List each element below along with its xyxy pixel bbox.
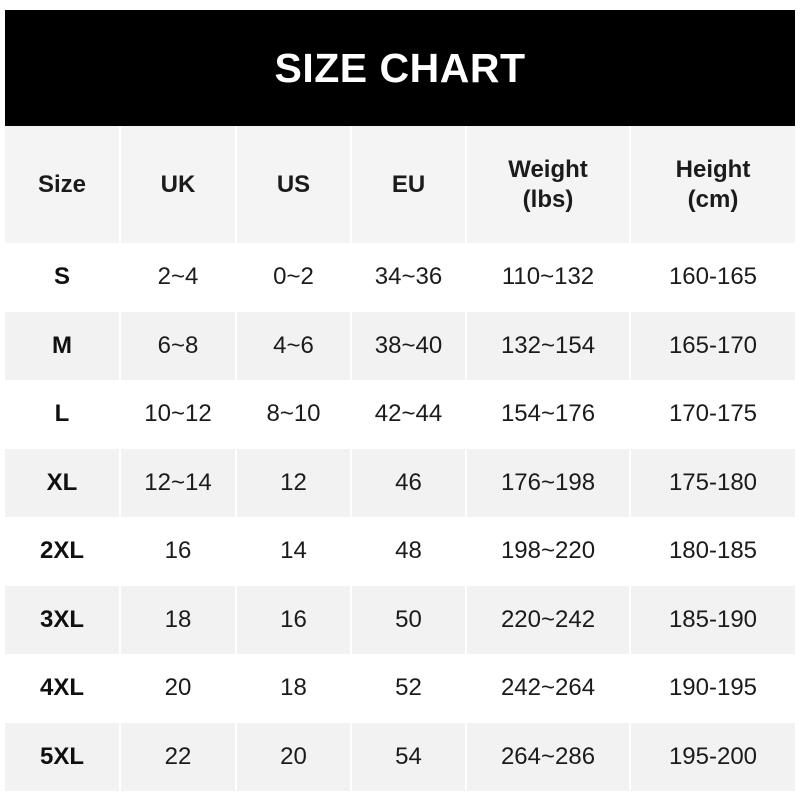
cell-uk: 18 [120, 585, 237, 654]
cell-us: 12 [236, 448, 352, 517]
cell-us: 14 [236, 517, 352, 586]
cell-us: 20 [236, 722, 352, 791]
table-row: 3XL 18 16 50 220~242 185-190 [5, 585, 795, 654]
cell-weight: 176~198 [466, 448, 631, 517]
column-header-weight-line2: (lbs) [522, 185, 574, 213]
cell-eu: 54 [351, 722, 467, 791]
cell-height: 185-190 [668, 605, 758, 633]
cell-us: 16 [236, 585, 352, 654]
size-chart-table: Size UK US EU Weight (lbs) Height (cm) [5, 126, 795, 791]
column-header-height-line2: (cm) [687, 185, 739, 213]
cell-height: 190-195 [668, 674, 758, 702]
column-header-uk-line1: UK [160, 170, 196, 198]
cell-uk: 20 [120, 654, 237, 723]
cell-eu: 46 [351, 448, 467, 517]
cell-size: XL [5, 448, 121, 517]
cell-eu: 50 [351, 585, 467, 654]
cell-uk: 22 [120, 722, 237, 791]
cell-weight: 242~264 [466, 654, 631, 723]
cell-us: 18 [236, 654, 352, 723]
table-row: 4XL 20 18 52 242~264 190-195 [5, 654, 795, 723]
table-header-row: Size UK US EU Weight (lbs) Height (cm) [5, 126, 795, 243]
table-row: M 6~8 4~6 38~40 132~154 165-170 [5, 311, 795, 380]
table-row: XL 12~14 12 46 176~198 175-180 [5, 448, 795, 517]
cell-eu: 34~36 [351, 243, 467, 312]
table-header: Size UK US EU Weight (lbs) Height (cm) [5, 126, 795, 243]
cell-uk: 2~4 [120, 243, 237, 312]
table-row: L 10~12 8~10 42~44 154~176 170-175 [5, 380, 795, 449]
page-title: SIZE CHART [274, 44, 526, 91]
cell-eu: 42~44 [351, 380, 467, 449]
cell-us: 0~2 [236, 243, 352, 312]
table-row: S 2~4 0~2 34~36 110~132 160-165 [5, 243, 795, 312]
cell-uk: 12~14 [120, 448, 237, 517]
cell-eu: 38~40 [351, 311, 467, 380]
table-row: 2XL 16 14 48 198~220 180-185 [5, 517, 795, 586]
cell-uk: 6~8 [120, 311, 237, 380]
cell-weight: 110~132 [466, 243, 631, 312]
cell-size: 2XL [5, 517, 121, 586]
table-row: 5XL 22 20 54 264~286 195-200 [5, 722, 795, 791]
cell-size: 4XL [5, 654, 121, 723]
column-header-height-line1: Height [675, 156, 751, 184]
cell-height: 195-200 [668, 742, 758, 770]
cell-uk: 10~12 [120, 380, 237, 449]
column-header-weight-line1: Weight [508, 156, 588, 184]
cell-height: 170-175 [668, 400, 758, 428]
cell-uk: 16 [120, 517, 237, 586]
column-header-us-line1: US [276, 170, 311, 198]
cell-size: M [5, 311, 121, 380]
table-body: S 2~4 0~2 34~36 110~132 160-165 M 6~8 4~… [5, 243, 795, 791]
column-header-size: Size [5, 126, 121, 243]
cell-eu: 52 [351, 654, 467, 723]
cell-weight: 220~242 [466, 585, 631, 654]
cell-weight: 132~154 [466, 311, 631, 380]
title-banner: SIZE CHART [5, 10, 795, 126]
cell-size: L [5, 380, 121, 449]
column-header-height: Height (cm) [630, 126, 795, 243]
column-header-eu: EU [351, 126, 467, 243]
cell-weight: 264~286 [466, 722, 631, 791]
column-header-us: US [236, 126, 352, 243]
cell-size: S [5, 243, 121, 312]
cell-height: 175-180 [668, 468, 758, 496]
cell-eu: 48 [351, 517, 467, 586]
column-header-uk: UK [120, 126, 237, 243]
cell-us: 8~10 [236, 380, 352, 449]
column-header-weight: Weight (lbs) [466, 126, 631, 243]
column-header-size-line1: Size [37, 170, 87, 198]
cell-height: 165-170 [668, 331, 758, 359]
cell-us: 4~6 [236, 311, 352, 380]
cell-weight: 198~220 [466, 517, 631, 586]
cell-size: 3XL [5, 585, 121, 654]
column-header-eu-line1: EU [391, 170, 426, 198]
cell-height: 180-185 [668, 537, 758, 565]
cell-height: 160-165 [668, 263, 758, 291]
cell-size: 5XL [5, 722, 121, 791]
cell-weight: 154~176 [466, 380, 631, 449]
